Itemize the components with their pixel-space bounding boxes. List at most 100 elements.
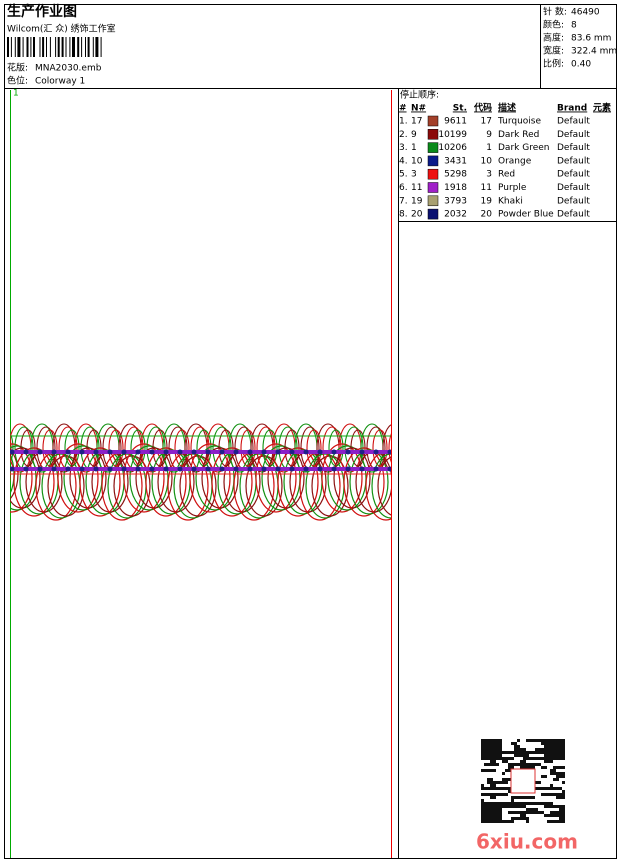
qr-cell: [538, 802, 541, 805]
loop: [79, 447, 121, 517]
bead: [121, 449, 127, 455]
qr-cell: [481, 799, 484, 802]
qr-cell: [484, 811, 487, 814]
qr-cell: [553, 742, 556, 745]
upper-loop: [42, 429, 58, 467]
qr-cell: [550, 760, 553, 763]
qr-cell: [490, 820, 493, 823]
qr-cell: [493, 739, 496, 742]
barcode-bar: [7, 37, 9, 57]
qr-cell: [559, 742, 562, 745]
qr-cell: [529, 802, 532, 805]
qr-cell: [514, 817, 517, 820]
qr-cell: [541, 748, 544, 751]
qr-cell: [538, 811, 541, 814]
qr-cell: [484, 751, 487, 754]
qr-cell: [511, 811, 514, 814]
qr-cell: [508, 778, 511, 781]
qr-cell: [517, 802, 520, 805]
qr-cell: [535, 748, 538, 751]
qr-cell: [487, 778, 490, 781]
qr-cell: [535, 802, 538, 805]
qr-cell: [481, 802, 484, 805]
qr-cell: [562, 757, 565, 760]
qr-cell: [562, 754, 565, 757]
qr-cell: [514, 796, 517, 799]
qr-cell: [556, 796, 559, 799]
qr-cell: [514, 748, 517, 751]
qr-cell: [493, 814, 496, 817]
qr-cell: [532, 808, 535, 811]
qr-cell: [502, 757, 505, 760]
bead: [93, 449, 99, 455]
qr-cell: [553, 769, 556, 772]
bead: [247, 449, 253, 455]
qr-cell: [484, 739, 487, 742]
qr-cell: [487, 817, 490, 820]
qr-cell: [499, 805, 502, 808]
bead: [345, 449, 351, 455]
bead: [275, 466, 281, 472]
qr-cell: [559, 766, 562, 769]
qr-cell: [523, 760, 526, 763]
qr-cell: [484, 754, 487, 757]
qr-cell: [541, 757, 544, 760]
bead: [261, 466, 267, 472]
qr-code: [481, 739, 565, 823]
qr-cell: [511, 796, 514, 799]
qr-cell: [550, 754, 553, 757]
qr-cell: [493, 751, 496, 754]
qr-cell: [496, 748, 499, 751]
qr-cell: [562, 808, 565, 811]
qr-cell: [502, 751, 505, 754]
qr-cell: [553, 754, 556, 757]
bead: [135, 449, 141, 455]
brand: Default: [557, 156, 590, 166]
qr-cell: [541, 739, 544, 742]
qr-cell: [541, 742, 544, 745]
qr-cell: [487, 805, 490, 808]
qr-cell: [517, 817, 520, 820]
loop: [371, 453, 391, 519]
qr-cell: [505, 769, 508, 772]
qr-cell: [493, 784, 496, 787]
qr-cell: [490, 808, 493, 811]
qr-cell: [484, 793, 487, 796]
qr-cell: [511, 757, 514, 760]
qr-cell: [487, 793, 490, 796]
description: Powder Blue: [498, 210, 554, 220]
qr-cell: [493, 808, 496, 811]
qr-cell: [520, 751, 523, 754]
barcode-bar: [95, 37, 99, 57]
qr-cell: [496, 742, 499, 745]
qr-cell: [490, 757, 493, 760]
barcode-bar: [77, 37, 80, 57]
qr-cell: [499, 820, 502, 823]
row-index: 1.: [399, 117, 408, 127]
bead: [163, 449, 169, 455]
barcode-bar: [100, 37, 102, 57]
loop: [189, 443, 231, 513]
qr-cell: [514, 811, 517, 814]
qr-cell: [562, 790, 565, 793]
qr-cell: [535, 808, 538, 811]
qr-cell: [547, 757, 550, 760]
summary-value: 322.4 mm: [571, 47, 617, 57]
qr-cell: [553, 739, 556, 742]
qr-cell: [484, 820, 487, 823]
qr-cell: [484, 742, 487, 745]
qr-cell: [490, 739, 493, 742]
qr-cell: [550, 787, 553, 790]
qr-cell: [559, 751, 562, 754]
qr-cell: [490, 811, 493, 814]
qr-cell: [520, 760, 523, 763]
qr-cell: [550, 751, 553, 754]
qr-cell: [541, 775, 544, 778]
qr-cell: [517, 796, 520, 799]
qr-cell: [523, 817, 526, 820]
qr-cell: [493, 793, 496, 796]
qr-cell: [559, 754, 562, 757]
qr-cell: [493, 796, 496, 799]
qr-cell: [544, 814, 547, 817]
qr-cell: [553, 805, 556, 808]
